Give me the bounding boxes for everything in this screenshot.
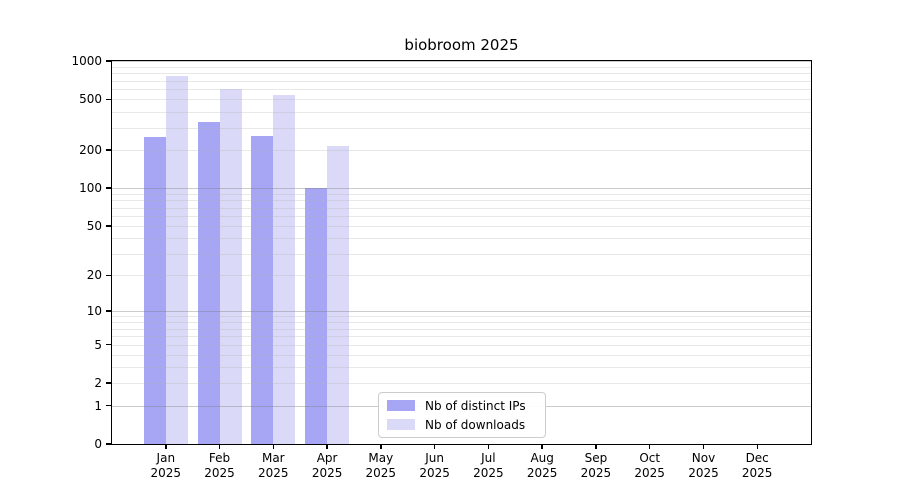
bar-downloads-jan	[165, 75, 188, 444]
y-tick-label: 2	[94, 376, 102, 391]
x-tick-label-jan: Jan 2025	[150, 451, 182, 480]
y-tick-label: 5	[94, 337, 102, 352]
y-tick-label: 1000	[71, 54, 102, 68]
gridline-minor	[112, 322, 811, 324]
y-tick-mark	[106, 60, 111, 62]
y-tick-mark	[106, 343, 111, 346]
y-tick-mark	[106, 225, 111, 227]
gridline-minor	[112, 328, 811, 330]
bar-downloads-feb	[219, 89, 242, 444]
x-tick-label-mar: Mar 2025	[258, 451, 289, 480]
gridline-minor	[112, 80, 811, 82]
legend-label: Nb of distinct IPs	[425, 398, 526, 413]
gridline-minor	[112, 89, 811, 91]
legend-entry-distinct-ips: Nb of distinct IPs	[387, 399, 537, 413]
y-tick-label: 50	[86, 219, 102, 233]
gridline-minor	[112, 354, 811, 356]
y-tick-label: 10	[86, 304, 102, 319]
y-tick-label: 20	[86, 268, 102, 283]
gridline-minor	[112, 127, 811, 129]
x-tick-label-jun: Jun 2025	[419, 451, 450, 480]
gridline-major	[112, 188, 811, 190]
plot-area	[112, 61, 811, 444]
x-tick-label-dec: Dec 2025	[741, 451, 773, 480]
x-tick-mark	[218, 444, 221, 449]
x-tick-mark	[380, 444, 382, 449]
y-tick-label: 500	[79, 92, 102, 107]
gridline-major	[112, 311, 811, 313]
bar-ips-apr	[305, 188, 328, 444]
x-tick-label-feb: Feb 2025	[204, 451, 235, 480]
x-tick-mark	[541, 444, 543, 449]
x-tick-mark	[756, 444, 758, 449]
y-tick-mark	[106, 443, 111, 445]
gridline-minor	[112, 275, 811, 277]
gridline-minor	[112, 207, 811, 209]
bar-ips-mar	[251, 135, 274, 444]
x-tick-mark	[272, 444, 275, 449]
gridline-minor	[112, 344, 811, 346]
x-tick-mark	[487, 444, 490, 449]
gridline-major	[112, 61, 811, 62]
y-tick-mark	[106, 310, 111, 312]
x-tick-mark	[595, 444, 597, 449]
gridline-minor	[112, 150, 811, 151]
bar-ips-jan	[143, 136, 166, 444]
gridline-minor	[112, 111, 811, 113]
x-tick-mark	[702, 444, 705, 449]
gridline-minor	[112, 383, 811, 385]
x-tick-label-nov: Nov 2025	[688, 451, 719, 480]
gridline-minor	[112, 367, 811, 369]
y-tick-mark	[106, 98, 111, 101]
gridline-minor	[112, 66, 811, 68]
bar-ips-feb	[197, 122, 220, 444]
gridline-minor	[112, 238, 811, 240]
x-tick-mark	[165, 444, 167, 449]
x-tick-label-may: May 2025	[365, 451, 397, 480]
legend-entry-downloads: Nb of downloads	[387, 418, 537, 432]
legend-swatch-distinct-ips	[387, 400, 415, 411]
gridline-minor	[112, 316, 811, 318]
gridline-minor	[112, 226, 811, 227]
y-tick-mark	[106, 382, 111, 384]
y-tick-label: 0	[94, 437, 102, 451]
y-tick-label: 200	[79, 143, 102, 157]
gridline-minor	[112, 253, 811, 255]
y-tick-label: 1	[94, 398, 102, 413]
gridline-minor	[112, 336, 811, 338]
bar-downloads-mar	[273, 95, 296, 444]
y-tick-mark	[106, 149, 111, 151]
gridline-minor	[112, 216, 811, 218]
x-tick-mark	[433, 444, 436, 449]
gridline-minor	[112, 73, 811, 75]
gridline-minor	[112, 193, 811, 195]
y-tick-mark	[106, 274, 111, 276]
x-tick-label-apr: Apr 2025	[311, 451, 343, 480]
x-tick-mark	[326, 444, 328, 449]
gridline-minor	[112, 200, 811, 202]
x-tick-label-sep: Sep 2025	[580, 451, 612, 480]
x-tick-mark	[648, 444, 651, 449]
legend: Nb of distinct IPs Nb of downloads	[378, 392, 546, 438]
legend-label: Nb of downloads	[425, 417, 526, 432]
x-tick-label-oct: Oct 2025	[634, 451, 665, 480]
y-tick-mark	[106, 187, 111, 189]
legend-swatch-downloads	[387, 419, 415, 430]
y-tick-mark	[106, 404, 111, 407]
x-tick-label-jul: Jul 2025	[473, 451, 504, 480]
gridline-minor	[112, 99, 811, 101]
y-tick-label: 100	[79, 181, 102, 196]
bar-downloads-apr	[327, 146, 350, 444]
x-tick-label-aug: Aug 2025	[526, 451, 558, 480]
chart-title: biobroom 2025	[404, 36, 519, 54]
